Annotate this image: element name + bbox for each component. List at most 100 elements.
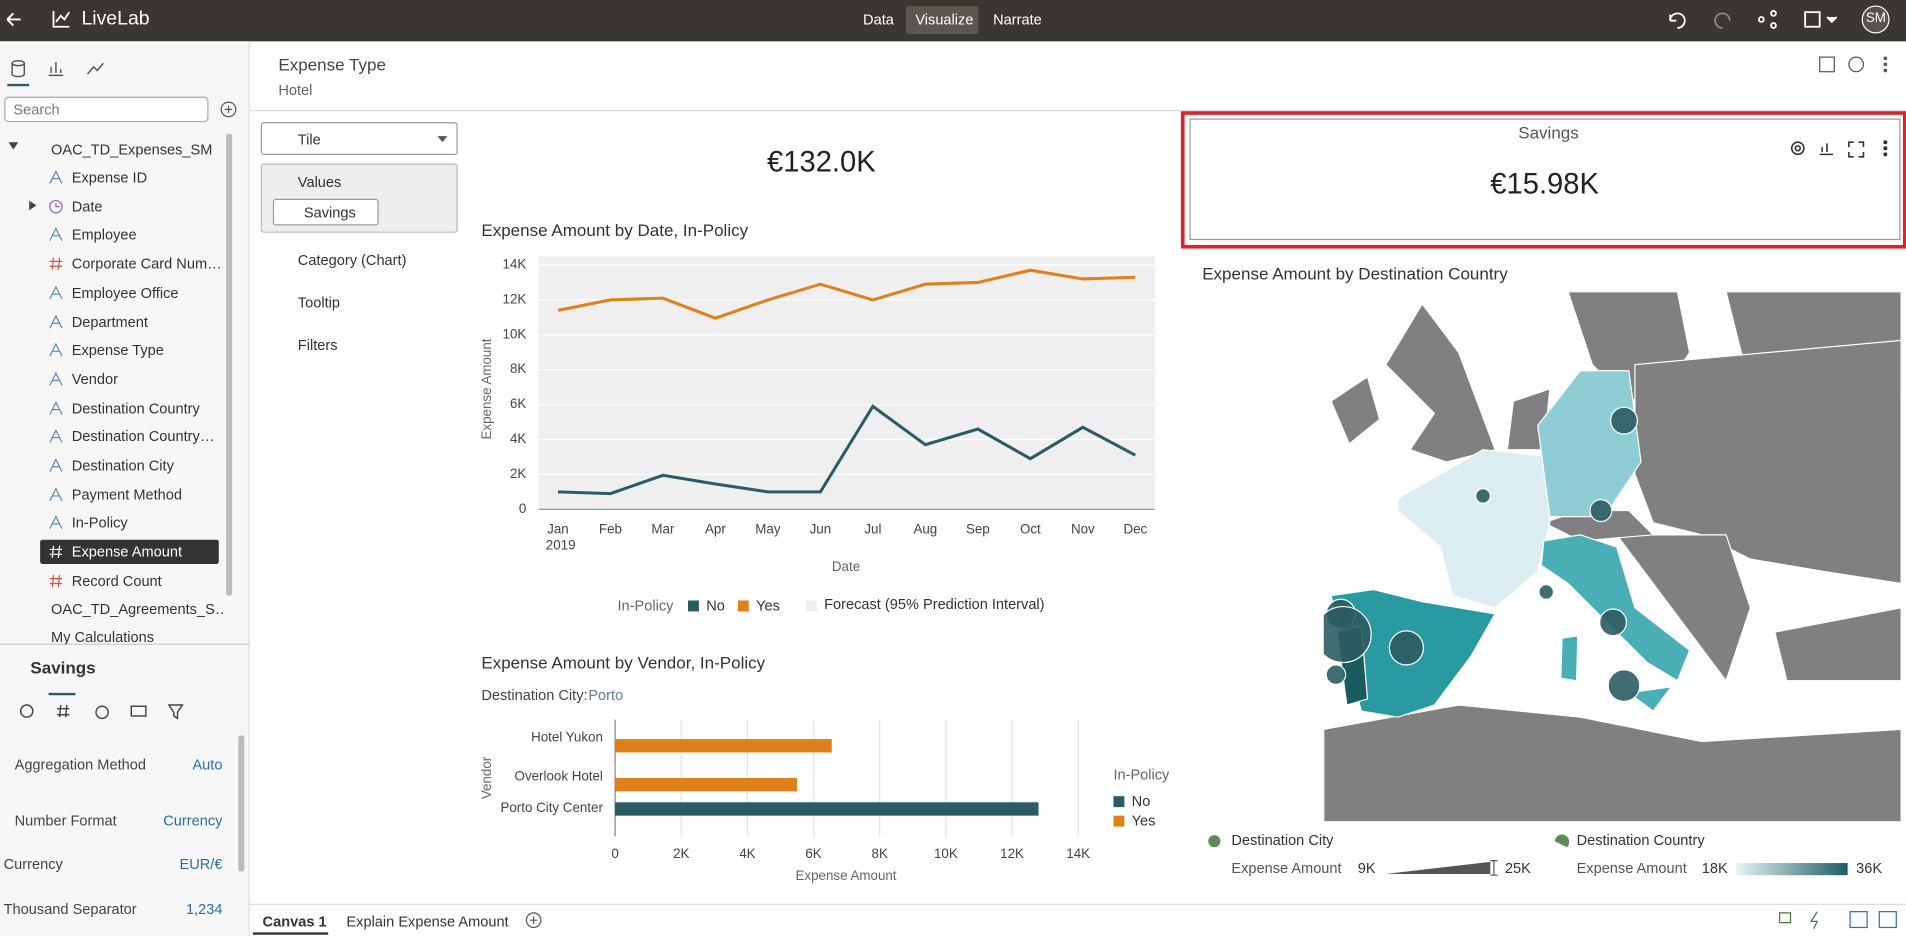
values-label: Values <box>297 173 342 191</box>
values-item[interactable] <box>272 198 379 226</box>
attribute-icon <box>49 170 63 184</box>
grammar-section[interactable]: Filters <box>297 336 338 354</box>
legend-label: No <box>1132 794 1151 810</box>
x-tick-label: 6K <box>805 846 821 861</box>
avatar[interactable] <box>1861 5 1890 34</box>
search-placeholder[interactable]: Search <box>13 100 60 118</box>
add-data-button[interactable] <box>220 101 237 118</box>
app-logo <box>52 10 71 28</box>
x-tick-label: Sep <box>966 522 990 537</box>
selected-row <box>40 539 219 565</box>
property-value[interactable]: EUR/€ <box>179 855 223 873</box>
property-label: Thousand Separator <box>3 900 137 918</box>
field[interactable]: Date <box>71 197 103 215</box>
x-tick-label: 0 <box>611 846 618 861</box>
back-button[interactable] <box>6 12 21 27</box>
avatar-initials[interactable]: SM <box>1865 10 1886 26</box>
status-icons[interactable] <box>1778 911 1897 929</box>
dataset-name[interactable]: My Calculations <box>51 628 155 645</box>
dataset-name[interactable]: OAC_TD_Expenses_SM <box>51 141 213 159</box>
x-tick-label: 2K <box>673 846 689 861</box>
grammar-section[interactable]: Tooltip <box>297 294 340 312</box>
attribute-icon <box>49 343 63 357</box>
measure-icon <box>49 257 62 271</box>
canvas-tab[interactable]: Canvas 1 <box>262 912 327 930</box>
savings-tile-frame <box>1189 118 1901 241</box>
property-tabs[interactable] <box>19 704 184 720</box>
search-box[interactable] <box>4 96 209 123</box>
date-icon <box>49 199 63 213</box>
x-tick-label: 14K <box>1066 846 1090 861</box>
field[interactable]: Destination Country <box>71 399 200 417</box>
y-tick-label: 6K <box>510 396 526 411</box>
panel-tabs[interactable] <box>11 60 104 78</box>
legend-title: Destination City <box>1231 833 1334 849</box>
measure-icon <box>49 574 62 587</box>
canvas-toolbar[interactable] <box>1819 56 1888 73</box>
viz-type-select[interactable] <box>260 122 458 155</box>
color-legend-ramp <box>1735 863 1848 876</box>
property-value[interactable]: Currency <box>163 811 223 830</box>
y-tick-label: 12K <box>503 291 527 306</box>
grammar-section[interactable]: Category (Chart) <box>297 251 407 269</box>
field[interactable]: Corporate Card Num… <box>71 255 222 273</box>
field[interactable]: Expense Type <box>71 341 164 359</box>
attribute-icon <box>49 314 63 328</box>
field[interactable]: Destination Country… <box>71 428 215 446</box>
filter-value[interactable]: Hotel <box>278 81 313 99</box>
legend-title: In-Policy <box>618 598 675 614</box>
field[interactable]: Destination City <box>71 457 174 475</box>
field[interactable]: Record Count <box>71 572 162 590</box>
field[interactable]: Employee Office <box>71 284 179 302</box>
legend-swatch <box>1113 815 1125 827</box>
x-tick-label: 10K <box>934 846 958 861</box>
legend-swatch <box>688 600 699 612</box>
legend-swatch <box>805 600 817 612</box>
expander[interactable] <box>29 200 37 210</box>
legend-min: 9K <box>1358 861 1376 877</box>
size-legend-wedge <box>1385 861 1491 874</box>
nav-tab[interactable]: Visualize <box>915 10 974 28</box>
attribute-icon <box>49 458 63 472</box>
filter-label[interactable]: Expense Type <box>278 54 386 75</box>
legend-label: No <box>706 598 725 614</box>
properties-title: Savings <box>30 657 96 678</box>
field[interactable]: Employee <box>71 226 137 244</box>
field[interactable]: Payment Method <box>71 485 182 503</box>
property-value[interactable]: 1,234 <box>185 900 223 918</box>
viz-type[interactable]: Tile <box>297 131 321 149</box>
expander[interactable] <box>8 142 19 150</box>
y-tick-label: Hotel Yukon <box>531 729 603 744</box>
data-tree: OAC_TD_Expenses_SM Expense ID Date Employee… <box>0 134 227 645</box>
left-panel <box>0 41 250 936</box>
attribute-icon <box>49 487 63 501</box>
field[interactable]: Department <box>71 313 148 331</box>
y-axis-label: Vendor <box>479 756 494 799</box>
field[interactable]: Expense Amount <box>71 543 183 561</box>
canvas-tab[interactable]: Explain Expense Amount <box>346 912 509 930</box>
property-value[interactable]: Auto <box>192 756 223 774</box>
field[interactable]: Expense ID <box>71 168 148 186</box>
toolbar-icons[interactable] <box>1669 10 1838 29</box>
y-tick-label: 4K <box>510 431 526 446</box>
nav-tab[interactable]: Narrate <box>993 10 1042 28</box>
field[interactable]: In-Policy <box>71 514 128 532</box>
x-tick-label: Nov <box>1071 522 1095 537</box>
filter-label: Destination City: <box>481 686 588 704</box>
tile-actions[interactable] <box>1790 140 1888 158</box>
chart-title: Expense Amount by Destination Country <box>1202 263 1508 284</box>
values-item[interactable]: Savings <box>303 204 356 222</box>
y-tick-label: 10K <box>503 326 527 341</box>
nav-tab[interactable]: Data <box>863 10 894 28</box>
bar <box>615 739 832 753</box>
x-axis-label: Date <box>832 559 860 574</box>
legend-swatch <box>1113 796 1125 808</box>
add-canvas[interactable] <box>525 912 542 929</box>
dataset-name[interactable]: OAC_TD_Agreements_S… <box>51 600 227 618</box>
app-title: LiveLab <box>81 8 150 30</box>
tile-value: €132.0K <box>767 145 876 179</box>
field[interactable]: Vendor <box>71 370 118 388</box>
attribute-icon <box>49 400 63 415</box>
legend-min: 18K <box>1702 861 1728 877</box>
tile-title: Savings <box>1518 122 1579 143</box>
